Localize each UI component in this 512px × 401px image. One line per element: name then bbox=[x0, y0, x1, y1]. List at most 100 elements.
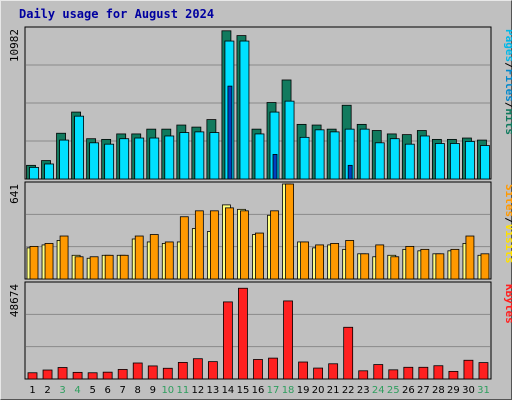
files-bar bbox=[389, 138, 400, 180]
sites-bar bbox=[240, 210, 249, 280]
kbytes-bar bbox=[358, 370, 369, 380]
kbytes-bar bbox=[343, 326, 354, 380]
x-tick-label: 11 bbox=[176, 385, 189, 396]
files-bar bbox=[74, 115, 84, 180]
sites-bar bbox=[375, 244, 385, 280]
kbytes-bar bbox=[268, 357, 278, 380]
kbytes-bar bbox=[403, 366, 414, 380]
sites-bar bbox=[104, 254, 114, 280]
x-tick-label: 12 bbox=[192, 385, 205, 396]
sites-bar bbox=[480, 253, 490, 280]
x-tick-label: 28 bbox=[432, 385, 445, 396]
kbytes-bar bbox=[388, 369, 399, 380]
kbytes-bar bbox=[328, 363, 339, 380]
kbytes-bar bbox=[102, 371, 113, 380]
legend-separator: / bbox=[503, 217, 512, 224]
kbytes-bar bbox=[238, 287, 248, 380]
kbytes-bar bbox=[433, 365, 444, 380]
x-tick-label: 21 bbox=[327, 385, 340, 396]
panel-3-legend: KBytes bbox=[503, 284, 512, 324]
sites-bar bbox=[194, 210, 204, 280]
x-tick-label: 19 bbox=[297, 385, 310, 396]
files-bar bbox=[104, 143, 115, 180]
x-tick-label: 9 bbox=[150, 385, 156, 396]
x-tick-label: 16 bbox=[252, 385, 265, 396]
x-tick-label: 6 bbox=[104, 385, 110, 396]
x-tick-label: 8 bbox=[135, 385, 141, 396]
legend-files: Files bbox=[503, 69, 512, 102]
kbytes-bar bbox=[207, 361, 218, 380]
sites-bar bbox=[149, 234, 159, 280]
x-tick-label: 14 bbox=[222, 385, 235, 396]
files-bar bbox=[284, 100, 295, 180]
files-bar bbox=[209, 132, 220, 180]
kbytes-bar bbox=[283, 300, 293, 380]
files-bar bbox=[44, 163, 54, 180]
files-bar bbox=[465, 141, 475, 180]
files-bar bbox=[359, 128, 370, 180]
x-tick-label: 2 bbox=[44, 385, 50, 396]
x-tick-label: 23 bbox=[357, 385, 370, 396]
x-tick-label: 17 bbox=[267, 385, 280, 396]
kbytes-bar bbox=[223, 301, 233, 380]
legend-visits: Visits bbox=[503, 224, 512, 264]
files-bar bbox=[179, 132, 190, 180]
files-bar bbox=[164, 135, 175, 180]
panel-2-ymax-label: 641 bbox=[8, 184, 21, 204]
x-tick-label: 18 bbox=[282, 385, 295, 396]
files-bar bbox=[89, 142, 100, 180]
kbytes-bar bbox=[147, 365, 158, 380]
panel-1-ymax-label: 10982 bbox=[8, 29, 21, 62]
sites-bar bbox=[134, 235, 144, 280]
kbytes-bar bbox=[448, 370, 459, 380]
kbytes-bar bbox=[373, 364, 384, 380]
sites-bar bbox=[179, 216, 189, 280]
files-bar bbox=[329, 131, 340, 180]
x-tick-label: 13 bbox=[207, 385, 220, 396]
files-bar bbox=[119, 138, 130, 180]
sites-bar bbox=[59, 235, 69, 280]
x-tick-label: 10 bbox=[161, 385, 174, 396]
kbytes-bar bbox=[177, 362, 188, 380]
files-bar bbox=[149, 137, 160, 180]
files-bar bbox=[299, 136, 310, 180]
kbytes-bar bbox=[72, 371, 83, 380]
sites-bar bbox=[450, 248, 460, 280]
sites-bar bbox=[420, 248, 430, 280]
x-tick-label: 5 bbox=[89, 385, 95, 396]
files-bar bbox=[374, 142, 385, 180]
legend-separator: / bbox=[503, 102, 512, 109]
x-tick-label: 20 bbox=[312, 385, 325, 396]
sites-bar bbox=[330, 243, 340, 280]
sites-bar bbox=[405, 245, 415, 280]
kbytes-bar bbox=[162, 367, 173, 380]
kbytes-bar bbox=[132, 362, 143, 380]
chart-title: Daily usage for August 2024 bbox=[19, 7, 215, 21]
files-bar bbox=[239, 40, 250, 180]
files-bar bbox=[59, 139, 69, 180]
sites-bar bbox=[209, 210, 219, 280]
x-tick-label: 15 bbox=[237, 385, 250, 396]
files-bar bbox=[419, 135, 430, 180]
kbytes-bar bbox=[87, 372, 98, 380]
sites-bar bbox=[345, 240, 355, 280]
x-tick-label: 4 bbox=[74, 385, 80, 396]
sites-bar bbox=[270, 210, 279, 280]
x-tick-label: 29 bbox=[447, 385, 460, 396]
kbytes-bar bbox=[27, 372, 38, 380]
panel-1-legend: Pages/Files/Hits bbox=[503, 29, 512, 135]
files-bar bbox=[480, 145, 490, 180]
kbytes-bar bbox=[418, 366, 429, 380]
files-bar bbox=[134, 137, 145, 180]
sites-bar bbox=[119, 254, 129, 280]
sites-bar bbox=[44, 243, 54, 280]
kbytes-bar bbox=[463, 359, 474, 380]
sites-bar bbox=[360, 253, 370, 280]
kbytes-bar bbox=[117, 369, 128, 380]
sites-bar bbox=[74, 256, 84, 280]
sites-bar bbox=[225, 207, 234, 280]
legend-sites: Sites bbox=[503, 184, 512, 217]
x-tick-label: 1 bbox=[29, 385, 35, 396]
